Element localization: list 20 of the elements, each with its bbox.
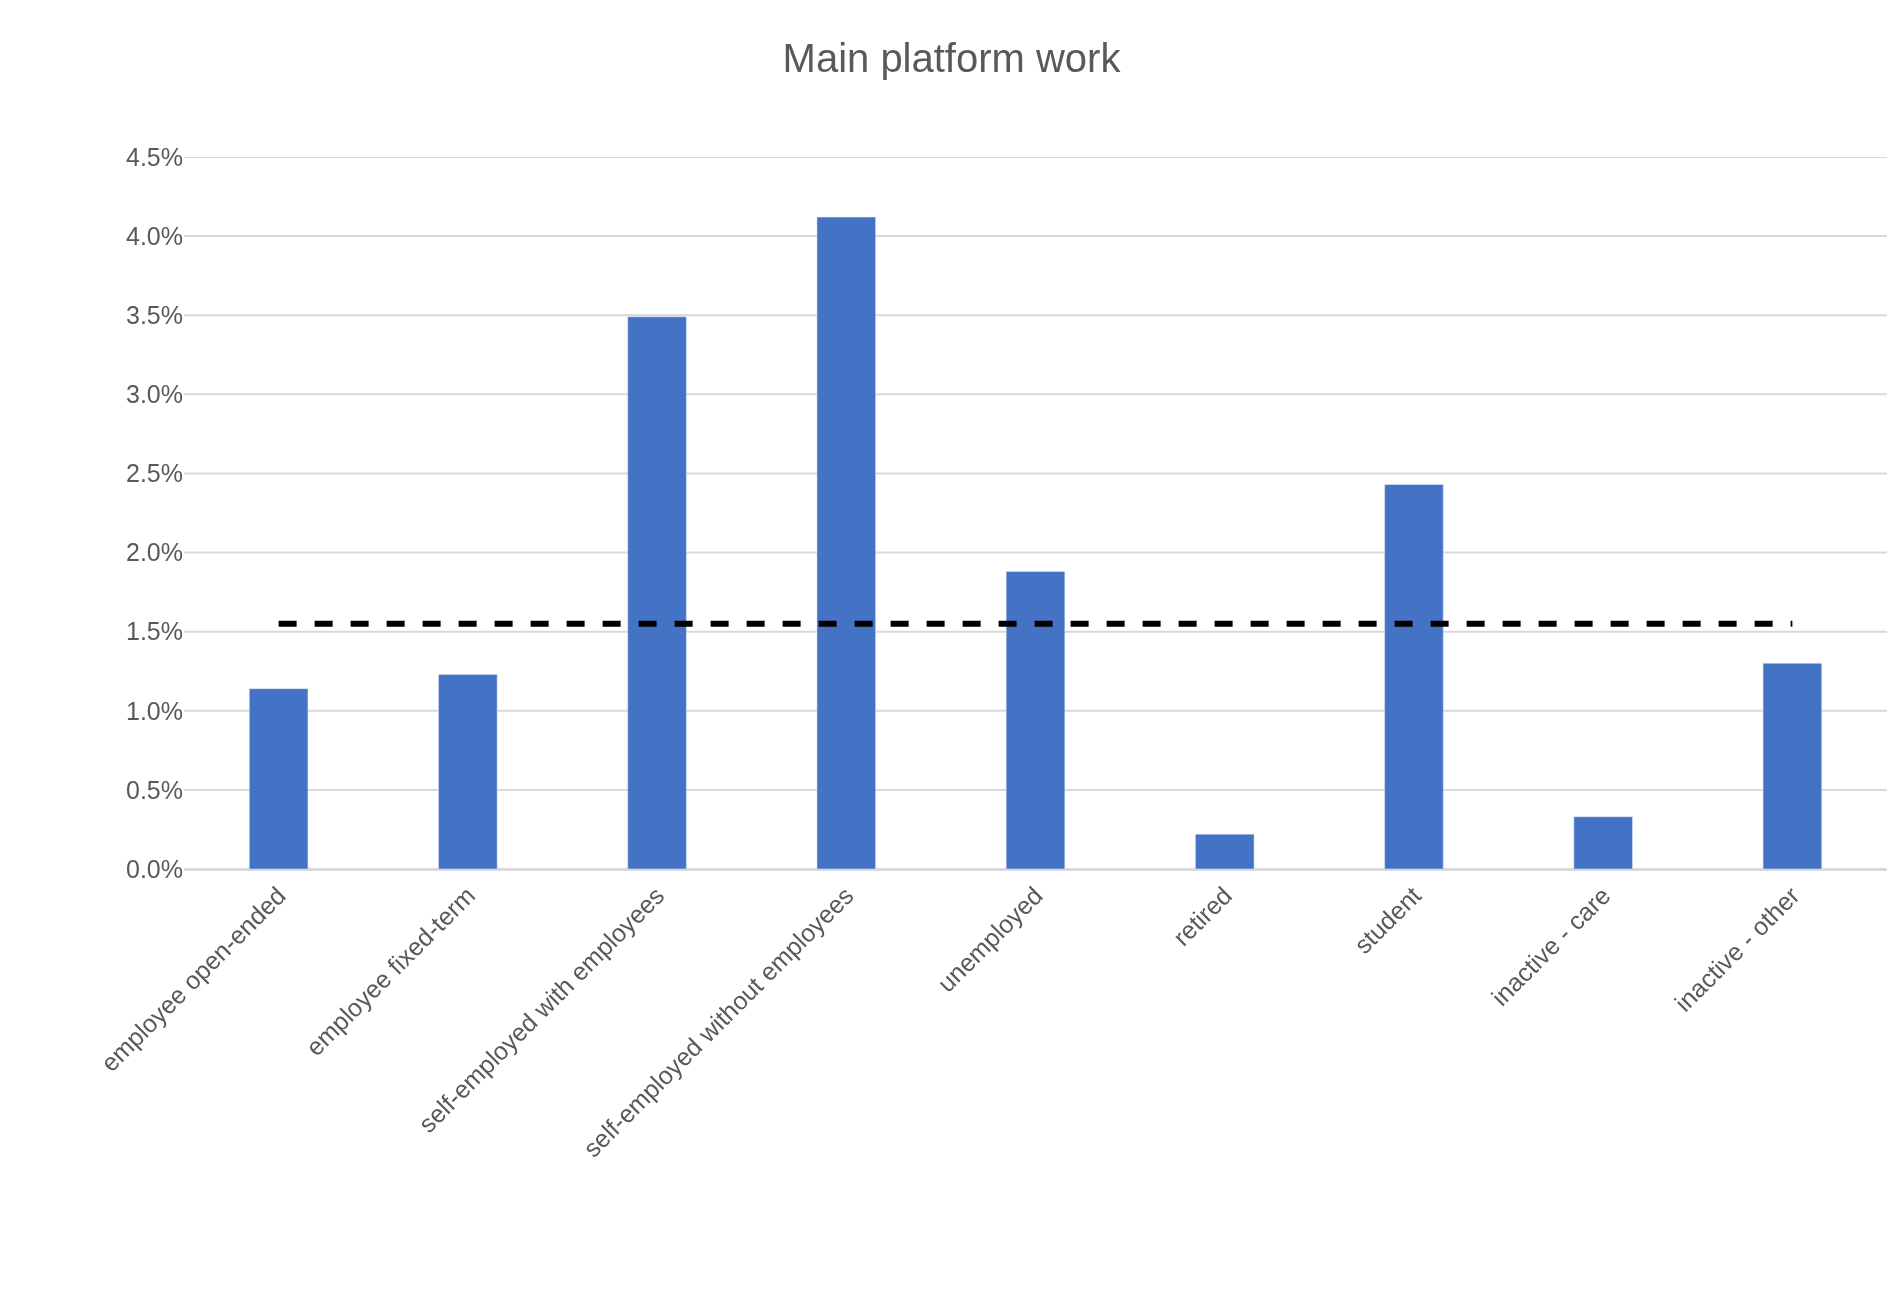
y-tick-label: 3.5%: [126, 300, 183, 329]
y-tick-label: 4.5%: [126, 142, 183, 171]
y-tick-label: 2.5%: [126, 459, 183, 488]
y-tick-label: 1.0%: [126, 696, 183, 725]
bar: [1384, 484, 1444, 869]
bar: [438, 674, 498, 869]
chart-title: Main platform work: [782, 36, 1122, 81]
bar: [1573, 816, 1633, 869]
y-tick-label: 0.0%: [126, 854, 183, 883]
y-tick-label: 4.0%: [126, 221, 183, 250]
bar: [249, 688, 309, 869]
bar: [1195, 833, 1255, 869]
y-tick-label: 2.0%: [126, 538, 183, 567]
bar: [1762, 663, 1822, 869]
bar: [816, 216, 876, 869]
y-tick-label: 0.5%: [126, 775, 183, 804]
y-tick-label: 3.0%: [126, 380, 183, 409]
y-tick-label: 1.5%: [126, 617, 183, 646]
bar: [1005, 571, 1066, 869]
bar: [627, 316, 687, 869]
